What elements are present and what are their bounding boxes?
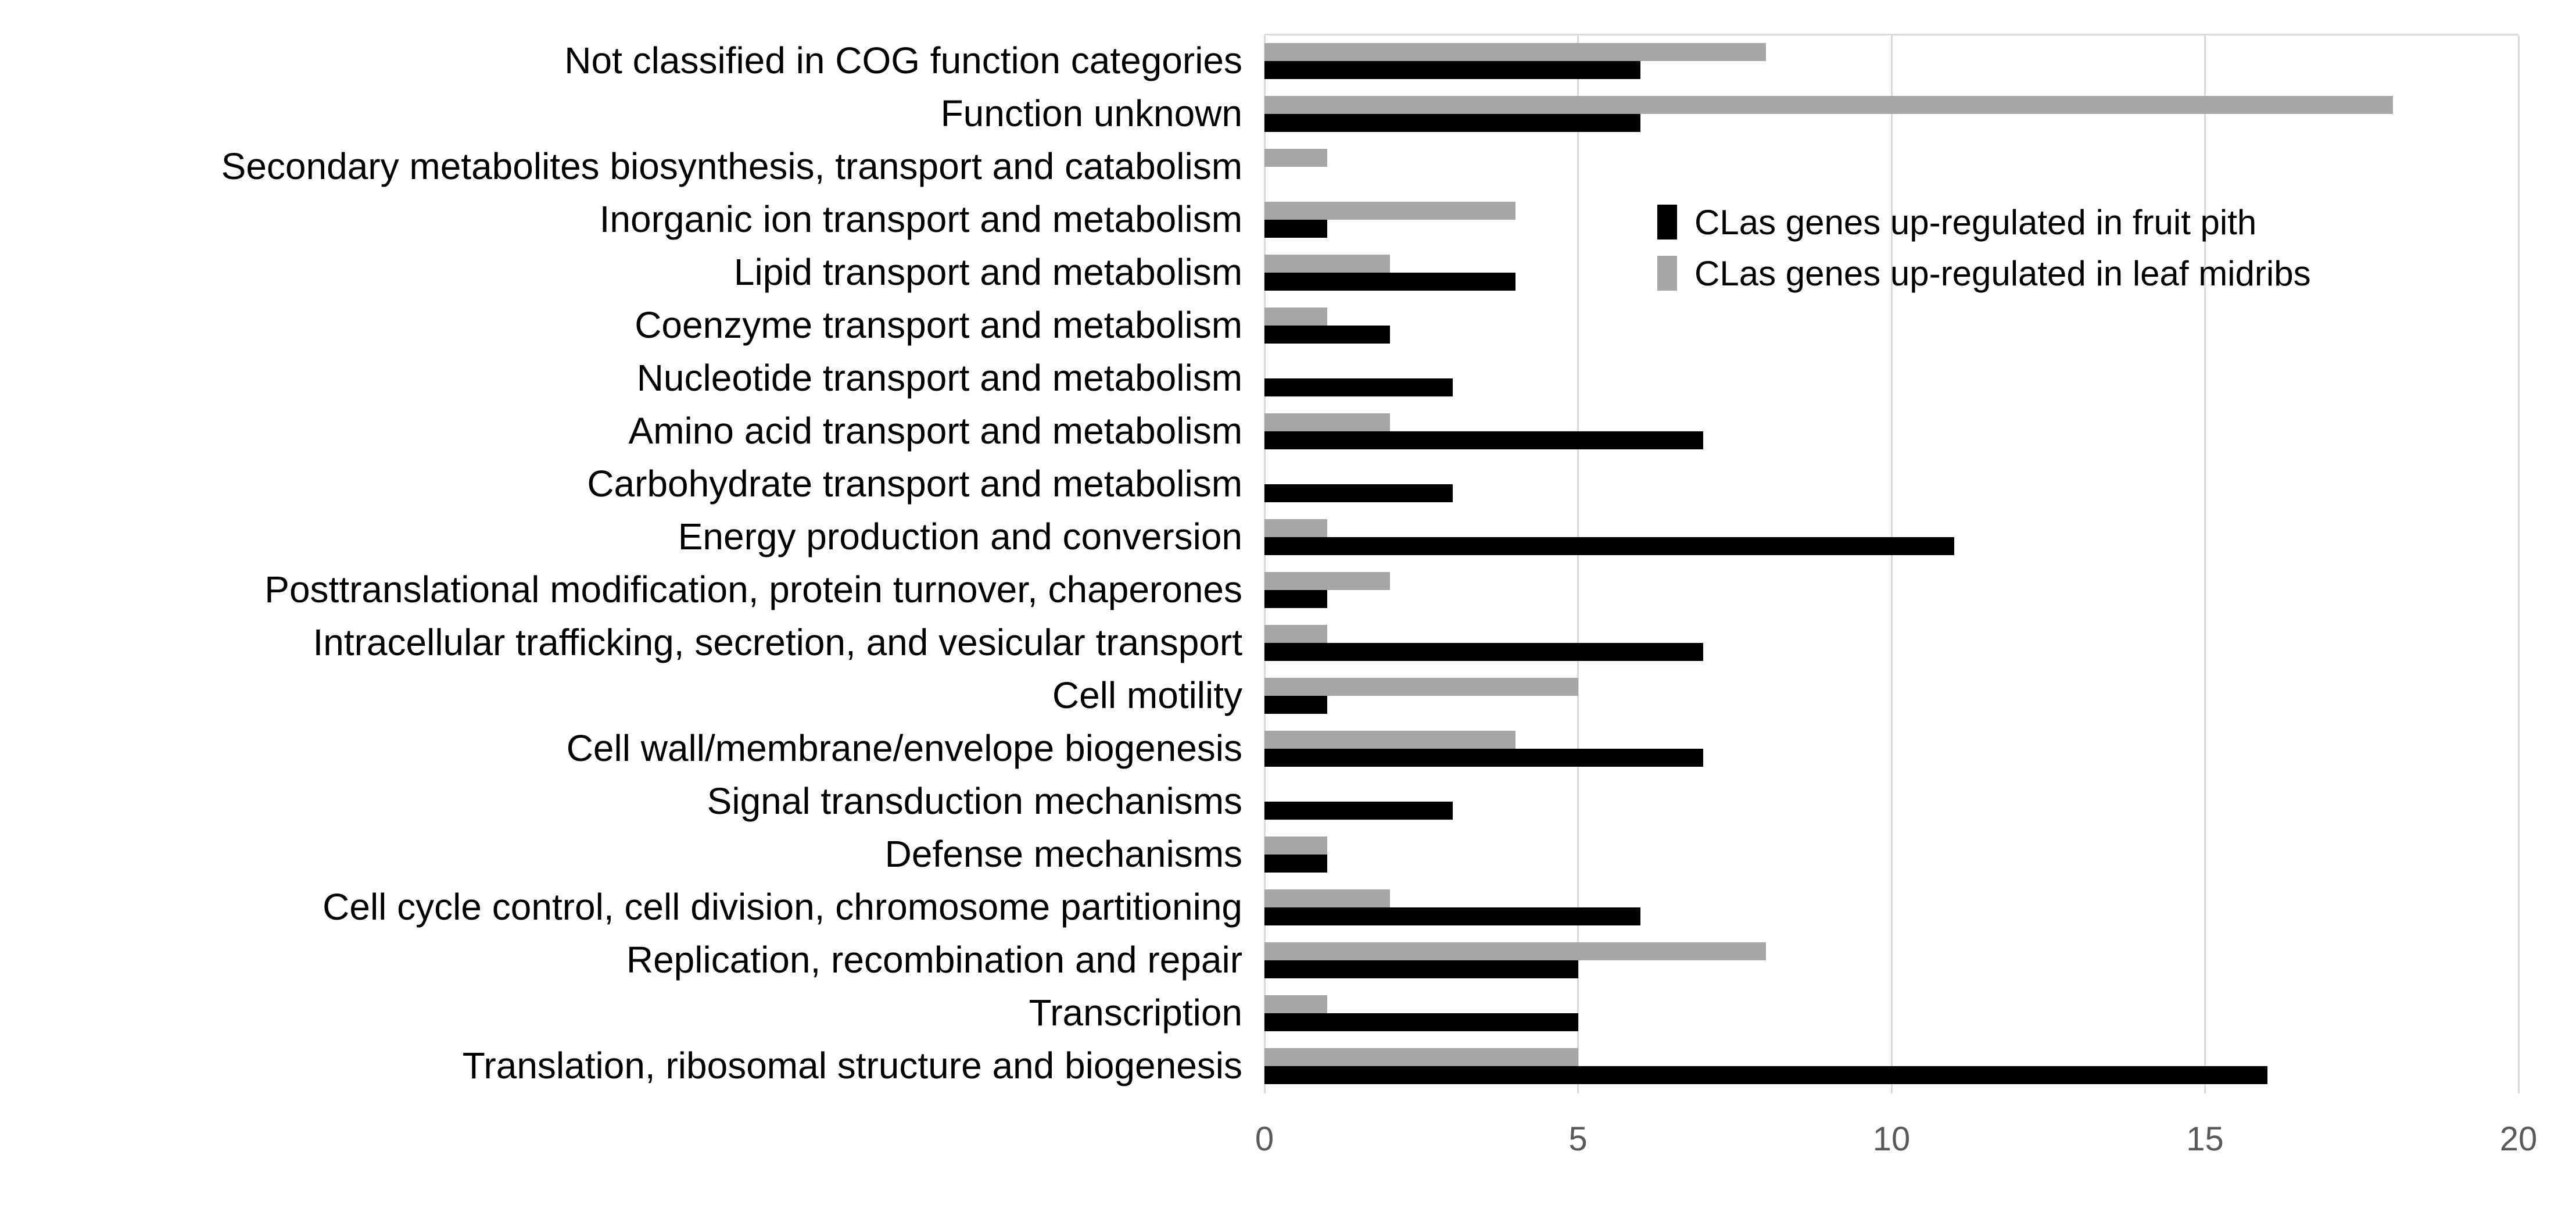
- x-tick-label: 0: [1255, 1120, 1274, 1158]
- bar-leaf-midribs: [1264, 995, 1327, 1013]
- gridline: [2517, 35, 2520, 1093]
- bar-leaf-midribs: [1264, 43, 1767, 61]
- category-label: Posttranslational modification, protein …: [264, 568, 1242, 610]
- bar-leaf-midribs: [1264, 889, 1390, 907]
- category-label: Replication, recombination and repair: [626, 938, 1242, 981]
- bar-fruit-pith: [1264, 220, 1327, 238]
- legend-label: CLas genes up-regulated in fruit pith: [1694, 202, 2257, 242]
- bar-fruit-pith: [1264, 749, 1704, 767]
- bar-fruit-pith: [1264, 537, 1954, 555]
- bar-fruit-pith: [1264, 1066, 2268, 1084]
- x-tick-label: 20: [2499, 1120, 2538, 1158]
- bar-fruit-pith: [1264, 960, 1578, 978]
- x-tick-label: 5: [1568, 1120, 1588, 1158]
- bar-fruit-pith: [1264, 273, 1515, 291]
- legend-item: CLas genes up-regulated in leaf midribs: [1657, 248, 2311, 299]
- bar-fruit-pith: [1264, 61, 1641, 79]
- bar-leaf-midribs: [1264, 519, 1327, 537]
- bar-fruit-pith: [1264, 1013, 1578, 1031]
- bar-leaf-midribs: [1264, 149, 1327, 167]
- bar-leaf-midribs: [1264, 96, 2394, 114]
- legend-marker-leaf-midribs: [1657, 256, 1677, 291]
- bar-leaf-midribs: [1264, 308, 1327, 326]
- gridline: [2204, 35, 2206, 1093]
- category-label: Cell motility: [1052, 674, 1242, 716]
- x-tick-label: 15: [2186, 1120, 2224, 1158]
- category-label: Cell cycle control, cell division, chrom…: [323, 885, 1242, 928]
- category-label: Intracellular trafficking, secretion, an…: [313, 621, 1242, 663]
- x-tick-label: 10: [1872, 1120, 1911, 1158]
- bar-fruit-pith: [1264, 907, 1641, 925]
- bar-fruit-pith: [1264, 431, 1704, 449]
- bar-fruit-pith: [1264, 326, 1390, 344]
- bar-fruit-pith: [1264, 114, 1641, 132]
- category-label: Coenzyme transport and metabolism: [635, 303, 1242, 346]
- gridline: [1263, 35, 1266, 1093]
- category-label: Carbohydrate transport and metabolism: [587, 462, 1242, 505]
- bar-fruit-pith: [1264, 590, 1327, 608]
- legend-marker-fruit-pith: [1657, 205, 1677, 239]
- bar-leaf-midribs: [1264, 625, 1327, 643]
- bar-fruit-pith: [1264, 484, 1453, 502]
- bar-fruit-pith: [1264, 802, 1453, 820]
- category-label: Transcription: [1029, 991, 1242, 1034]
- bar-leaf-midribs: [1264, 202, 1515, 220]
- bar-fruit-pith: [1264, 378, 1453, 396]
- category-label: Secondary metabolites biosynthesis, tran…: [221, 145, 1242, 187]
- bar-leaf-midribs: [1264, 1048, 1578, 1066]
- bar-leaf-midribs: [1264, 731, 1515, 749]
- gridline: [1890, 35, 1893, 1093]
- category-label: Translation, ribosomal structure and bio…: [462, 1044, 1242, 1086]
- bar-leaf-midribs: [1264, 678, 1578, 696]
- bar-fruit-pith: [1264, 643, 1704, 661]
- legend-label: CLas genes up-regulated in leaf midribs: [1694, 253, 2311, 293]
- bar-leaf-midribs: [1264, 837, 1327, 855]
- category-label: Energy production and conversion: [678, 515, 1242, 557]
- category-label: Cell wall/membrane/envelope biogenesis: [566, 727, 1242, 769]
- bar-leaf-midribs: [1264, 413, 1390, 431]
- category-label: Function unknown: [940, 92, 1242, 134]
- bar-fruit-pith: [1264, 696, 1327, 714]
- plot-area: [1263, 34, 2520, 1093]
- legend: CLas genes up-regulated in fruit pith CLa…: [1657, 196, 2311, 299]
- category-label: Lipid transport and metabolism: [733, 251, 1242, 293]
- category-label: Inorganic ion transport and metabolism: [599, 198, 1242, 240]
- category-label: Signal transduction mechanisms: [707, 780, 1242, 822]
- bar-leaf-midribs: [1264, 572, 1390, 590]
- category-label: Not classified in COG function categorie…: [564, 39, 1242, 81]
- legend-item: CLas genes up-regulated in fruit pith: [1657, 196, 2311, 248]
- category-label: Defense mechanisms: [884, 832, 1242, 875]
- bar-leaf-midribs: [1264, 942, 1767, 960]
- bar-fruit-pith: [1264, 855, 1327, 873]
- bar-leaf-midribs: [1264, 255, 1390, 273]
- gridline: [1577, 35, 1579, 1093]
- category-label: Nucleotide transport and metabolism: [636, 356, 1242, 399]
- category-label: Amino acid transport and metabolism: [628, 409, 1243, 452]
